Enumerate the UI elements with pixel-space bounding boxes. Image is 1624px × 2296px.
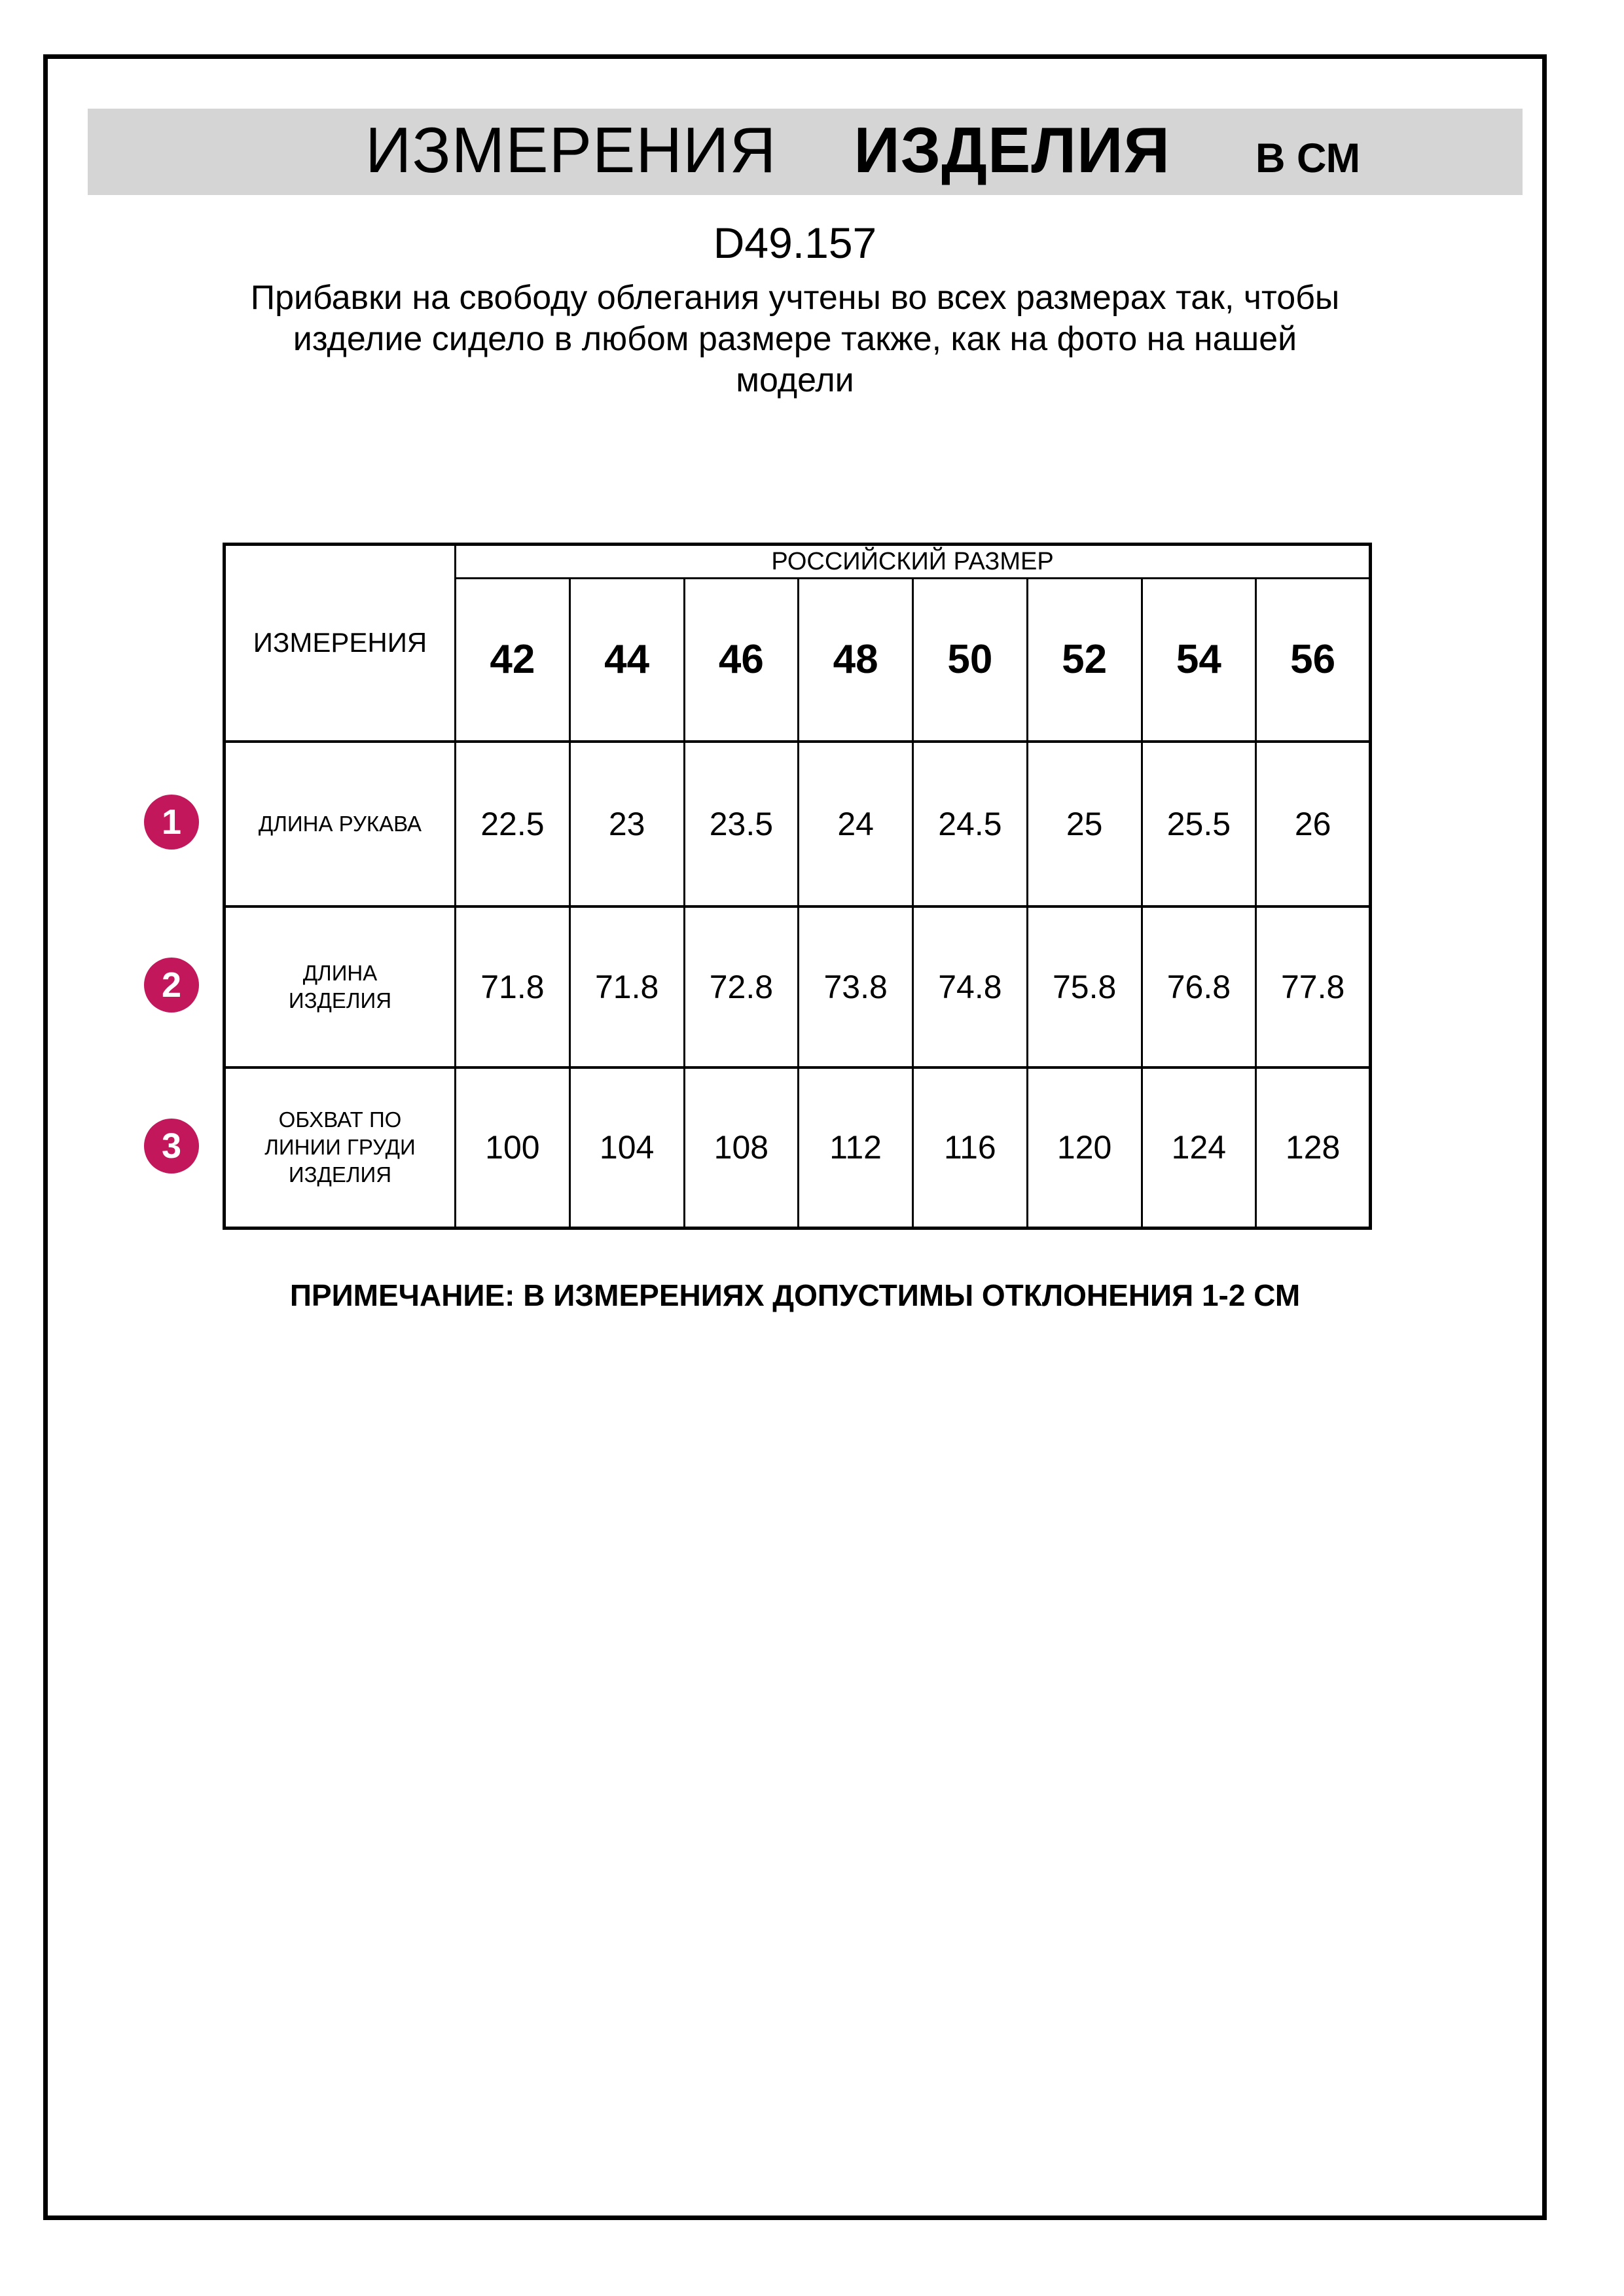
product-code: D49.157 (713, 219, 877, 267)
table-cell: 100 (454, 1066, 571, 1229)
table-cell: 116 (912, 1066, 1028, 1229)
row-number-badge: 2 (144, 958, 199, 1013)
size-header: 46 (683, 577, 800, 742)
row-label: ОБХВАТ ПО ЛИНИИ ГРУДИ ИЗДЕЛИЯ (223, 1066, 456, 1229)
table-cell: 124 (1140, 1066, 1257, 1229)
product-description: Прибавки на свободу облегания учтены во … (250, 279, 1340, 399)
table-row-chest-girth: ОБХВАТ ПО ЛИНИИ ГРУДИ ИЗДЕЛИЯ 100 104 10… (223, 1066, 1371, 1229)
table-cell: 71.8 (454, 905, 571, 1068)
tolerance-note: ПРИМЕЧАНИЕ: В ИЗМЕРЕНИЯХ ДОПУСТИМЫ ОТКЛО… (289, 1278, 1301, 1312)
size-header: 48 (797, 577, 914, 742)
table-cell: 71.8 (568, 905, 685, 1068)
table-cell: 23 (568, 740, 685, 907)
table-cell: 25.5 (1140, 740, 1257, 907)
table-cell: 73.8 (797, 905, 914, 1068)
table-cell: 108 (683, 1066, 800, 1229)
row-number-badge: 1 (144, 795, 199, 850)
table-cell: 120 (1026, 1066, 1143, 1229)
size-group-header: РОССИЙСКИЙ РАЗМЕР (454, 543, 1371, 579)
table-cell: 76.8 (1140, 905, 1257, 1068)
title-product: ИЗДЕЛИЯ (854, 114, 1170, 186)
size-header: 54 (1140, 577, 1257, 742)
table-cell: 24.5 (912, 740, 1028, 907)
title-units: В СМ (1255, 135, 1361, 181)
size-table: ИЗМЕРЕНИЯ РОССИЙСКИЙ РАЗМЕР 42 44 46 48 … (223, 543, 1372, 1230)
table-cell: 104 (568, 1066, 685, 1229)
page-border-frame (43, 54, 1547, 2220)
row-label: ДЛИНА ИЗДЕЛИЯ (223, 905, 456, 1068)
title-measurements: ИЗМЕРЕНИЯ (365, 114, 777, 186)
size-header: 44 (568, 577, 685, 742)
table-cell: 23.5 (683, 740, 800, 907)
size-header: 42 (454, 577, 571, 742)
table-cell: 75.8 (1026, 905, 1143, 1068)
table-cell: 72.8 (683, 905, 800, 1068)
table-row-sizes: 42 44 46 48 50 52 54 56 (225, 577, 1371, 742)
table-cell: 22.5 (454, 740, 571, 907)
title-banner: ИЗМЕРЕНИЯ ИЗДЕЛИЯ В СМ (88, 109, 1523, 195)
row-number-badge: 3 (144, 1119, 199, 1174)
table-cell: 128 (1255, 1066, 1371, 1229)
table-cell: 26 (1255, 740, 1371, 907)
table-row-group-header: ИЗМЕРЕНИЯ РОССИЙСКИЙ РАЗМЕР (223, 543, 1371, 742)
table-cell: 77.8 (1255, 905, 1371, 1068)
size-header: 56 (1255, 577, 1371, 742)
size-header: 52 (1026, 577, 1143, 742)
size-header: 50 (912, 577, 1028, 742)
table-cell: 74.8 (912, 905, 1028, 1068)
row-label: ДЛИНА РУКАВА (223, 740, 456, 907)
table-row-item-length: ДЛИНА ИЗДЕЛИЯ 71.8 71.8 72.8 73.8 74.8 7… (223, 905, 1371, 1068)
table-cell: 112 (797, 1066, 914, 1229)
measurements-column-header: ИЗМЕРЕНИЯ (223, 543, 456, 742)
table-cell: 24 (797, 740, 914, 907)
table-cell: 25 (1026, 740, 1143, 907)
table-row-sleeve-length: ДЛИНА РУКАВА 22.5 23 23.5 24 24.5 25 25.… (223, 740, 1371, 907)
